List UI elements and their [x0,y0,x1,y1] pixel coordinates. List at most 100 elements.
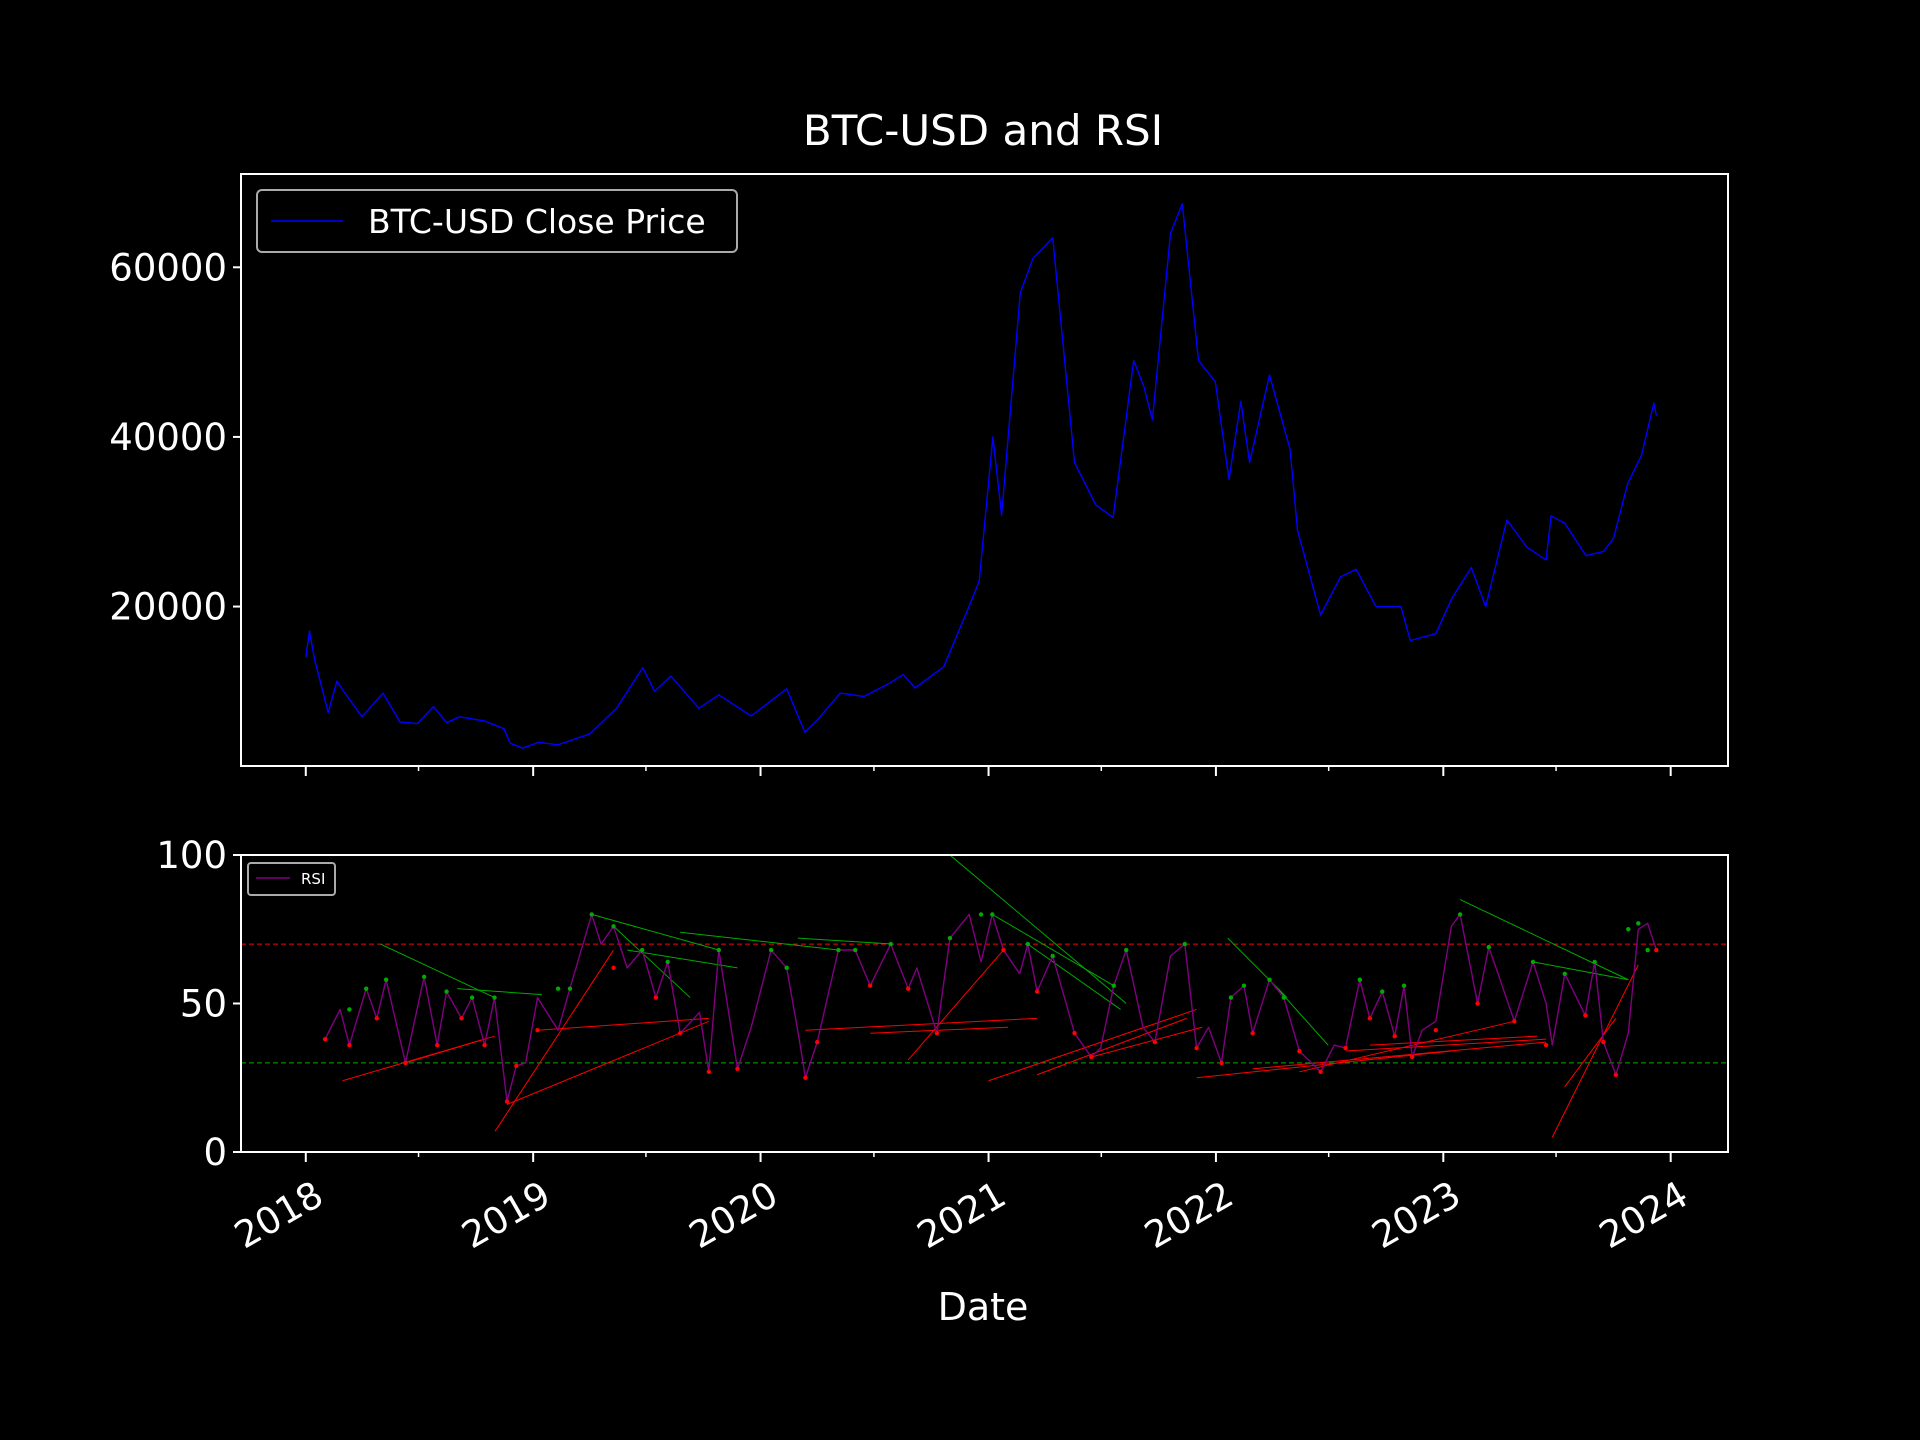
rsi-support-trend-line [1091,1026,1203,1058]
rsi-trough-marker [934,1031,940,1036]
rsi-trough-marker [535,1028,540,1033]
rsi-legend: RSI [247,862,336,896]
rsi-peak-marker [1281,995,1287,1000]
rsi-support-trend-line [506,1020,710,1105]
price-plot-content [305,202,1658,749]
rsi-x-tick-label: 2021 [910,1173,1013,1257]
chart-title: BTC-USD and RSI [803,106,1163,155]
price-legend: BTC-USD Close Price [256,189,738,253]
rsi-resistance-trend-line [949,855,1127,1004]
rsi-trough-marker [1089,1054,1094,1060]
rsi-peak-marker [1562,971,1567,976]
rsi-peak-marker [1401,983,1407,988]
rsi-peak-marker [1380,989,1385,994]
rsi-trough-marker [1601,1039,1606,1045]
rsi-peak-marker [990,912,995,917]
rsi-peak-marker [1486,944,1491,950]
rsi-trough-marker [374,1016,380,1021]
rsi-peak-marker [1241,983,1247,988]
rsi-x-tick-label: 2018 [227,1173,330,1257]
rsi-trough-marker [347,1042,352,1048]
rsi-resistance-trend-line [797,937,894,945]
rsi-trough-marker [1409,1054,1415,1060]
rsi-peak-marker [383,977,389,982]
price-frame [240,173,1729,767]
rsi-trough-marker [905,986,911,991]
rsi-trough-marker [1613,1072,1619,1077]
rsi-peak-marker [665,959,670,965]
rsi-peak-marker [836,947,841,953]
rsi-support-trend-line [1551,964,1639,1138]
rsi-support-trend-line [1564,1018,1617,1087]
rsi-x-tick-label: 2020 [682,1173,785,1257]
rsi-peak-marker [1530,959,1536,965]
rsi-trough-marker [1475,1001,1480,1006]
rsi-trough-marker [706,1069,712,1075]
rsi-trough-marker [1219,1060,1224,1066]
rsi-series-line [324,913,1658,1103]
rsi-trough-marker [1250,1031,1255,1036]
rsi-trough-marker [514,1063,519,1069]
rsi-trough-marker [1072,1031,1077,1036]
rsi-peak-marker [1457,912,1463,917]
price-y-tick-label: 60000 [109,246,227,289]
rsi-x-tick-label: 2019 [455,1173,558,1257]
rsi-peak-marker [1592,959,1597,965]
rsi-trough-marker [1297,1048,1302,1054]
rsi-resistance-trend-line [613,925,691,998]
rsi-peak-marker [888,941,893,947]
price-series-line [305,202,1658,749]
rsi-trough-marker [1654,947,1659,953]
rsi-trough-marker [1152,1039,1158,1045]
rsi-peak-marker [947,935,953,941]
rsi-x-tick-label: 2023 [1365,1173,1468,1257]
rsi-x-tick-label: 2022 [1137,1173,1240,1257]
rsi-peak-marker [1025,941,1030,947]
rsi-peak-marker [1124,947,1129,953]
price-legend-box [256,189,738,253]
x-axis-label: Date [938,1285,1029,1329]
rsi-peak-marker [768,947,774,953]
rsi-resistance-trend-line [680,931,839,951]
rsi-peak-marker [1182,941,1187,947]
rsi-support-trend-line [988,1008,1197,1082]
rsi-support-trend-line [1036,1017,1187,1076]
rsi-support-trend-line [805,1017,1038,1031]
rsi-resistance-trend-line [1459,899,1629,981]
rsi-peak-marker [567,986,573,991]
rsi-peak-marker [469,995,475,1000]
rsi-peak-marker [1636,921,1641,926]
rsi-peak-marker [444,989,449,994]
rsi-trough-marker [735,1066,740,1072]
rsi-peak-marker [589,912,594,917]
rsi-peak-marker [611,924,616,929]
rsi-trough-marker [459,1016,464,1021]
rsi-peak-marker [1267,977,1272,982]
rsi-peak-marker [1626,927,1631,932]
rsi-peak-marker [1050,953,1055,959]
rsi-peak-marker [853,947,858,953]
rsi-peak-marker [639,947,645,953]
rsi-trough-marker [867,983,873,988]
rsi-y-tick-label: 0 [203,1131,227,1174]
rsi-trough-marker [1543,1042,1549,1048]
rsi-trough-marker [504,1099,510,1104]
rsi-resistance-trend-line [380,943,495,999]
rsi-peak-marker [364,986,369,991]
rsi-trough-marker [482,1042,487,1048]
rsi-plot-content [241,855,1728,1138]
rsi-peak-marker [1357,977,1363,982]
rsi-panel: 0 50 100 RSI 2018 2019 2020 2021 2022 2023 2024 [156,834,1729,1257]
rsi-peak-marker [347,1007,352,1012]
rsi-peak-marker [555,986,561,991]
rsi-legend-box [247,862,336,896]
rsi-trough-marker [1512,1019,1517,1024]
rsi-peak-marker [784,965,789,971]
rsi-support-trend-line [1345,1038,1547,1052]
rsi-support-trend-line [1252,1041,1547,1070]
rsi-resistance-trend-line [591,913,719,951]
rsi-trough-marker [1433,1028,1439,1033]
rsi-legend-label: RSI [301,870,325,888]
